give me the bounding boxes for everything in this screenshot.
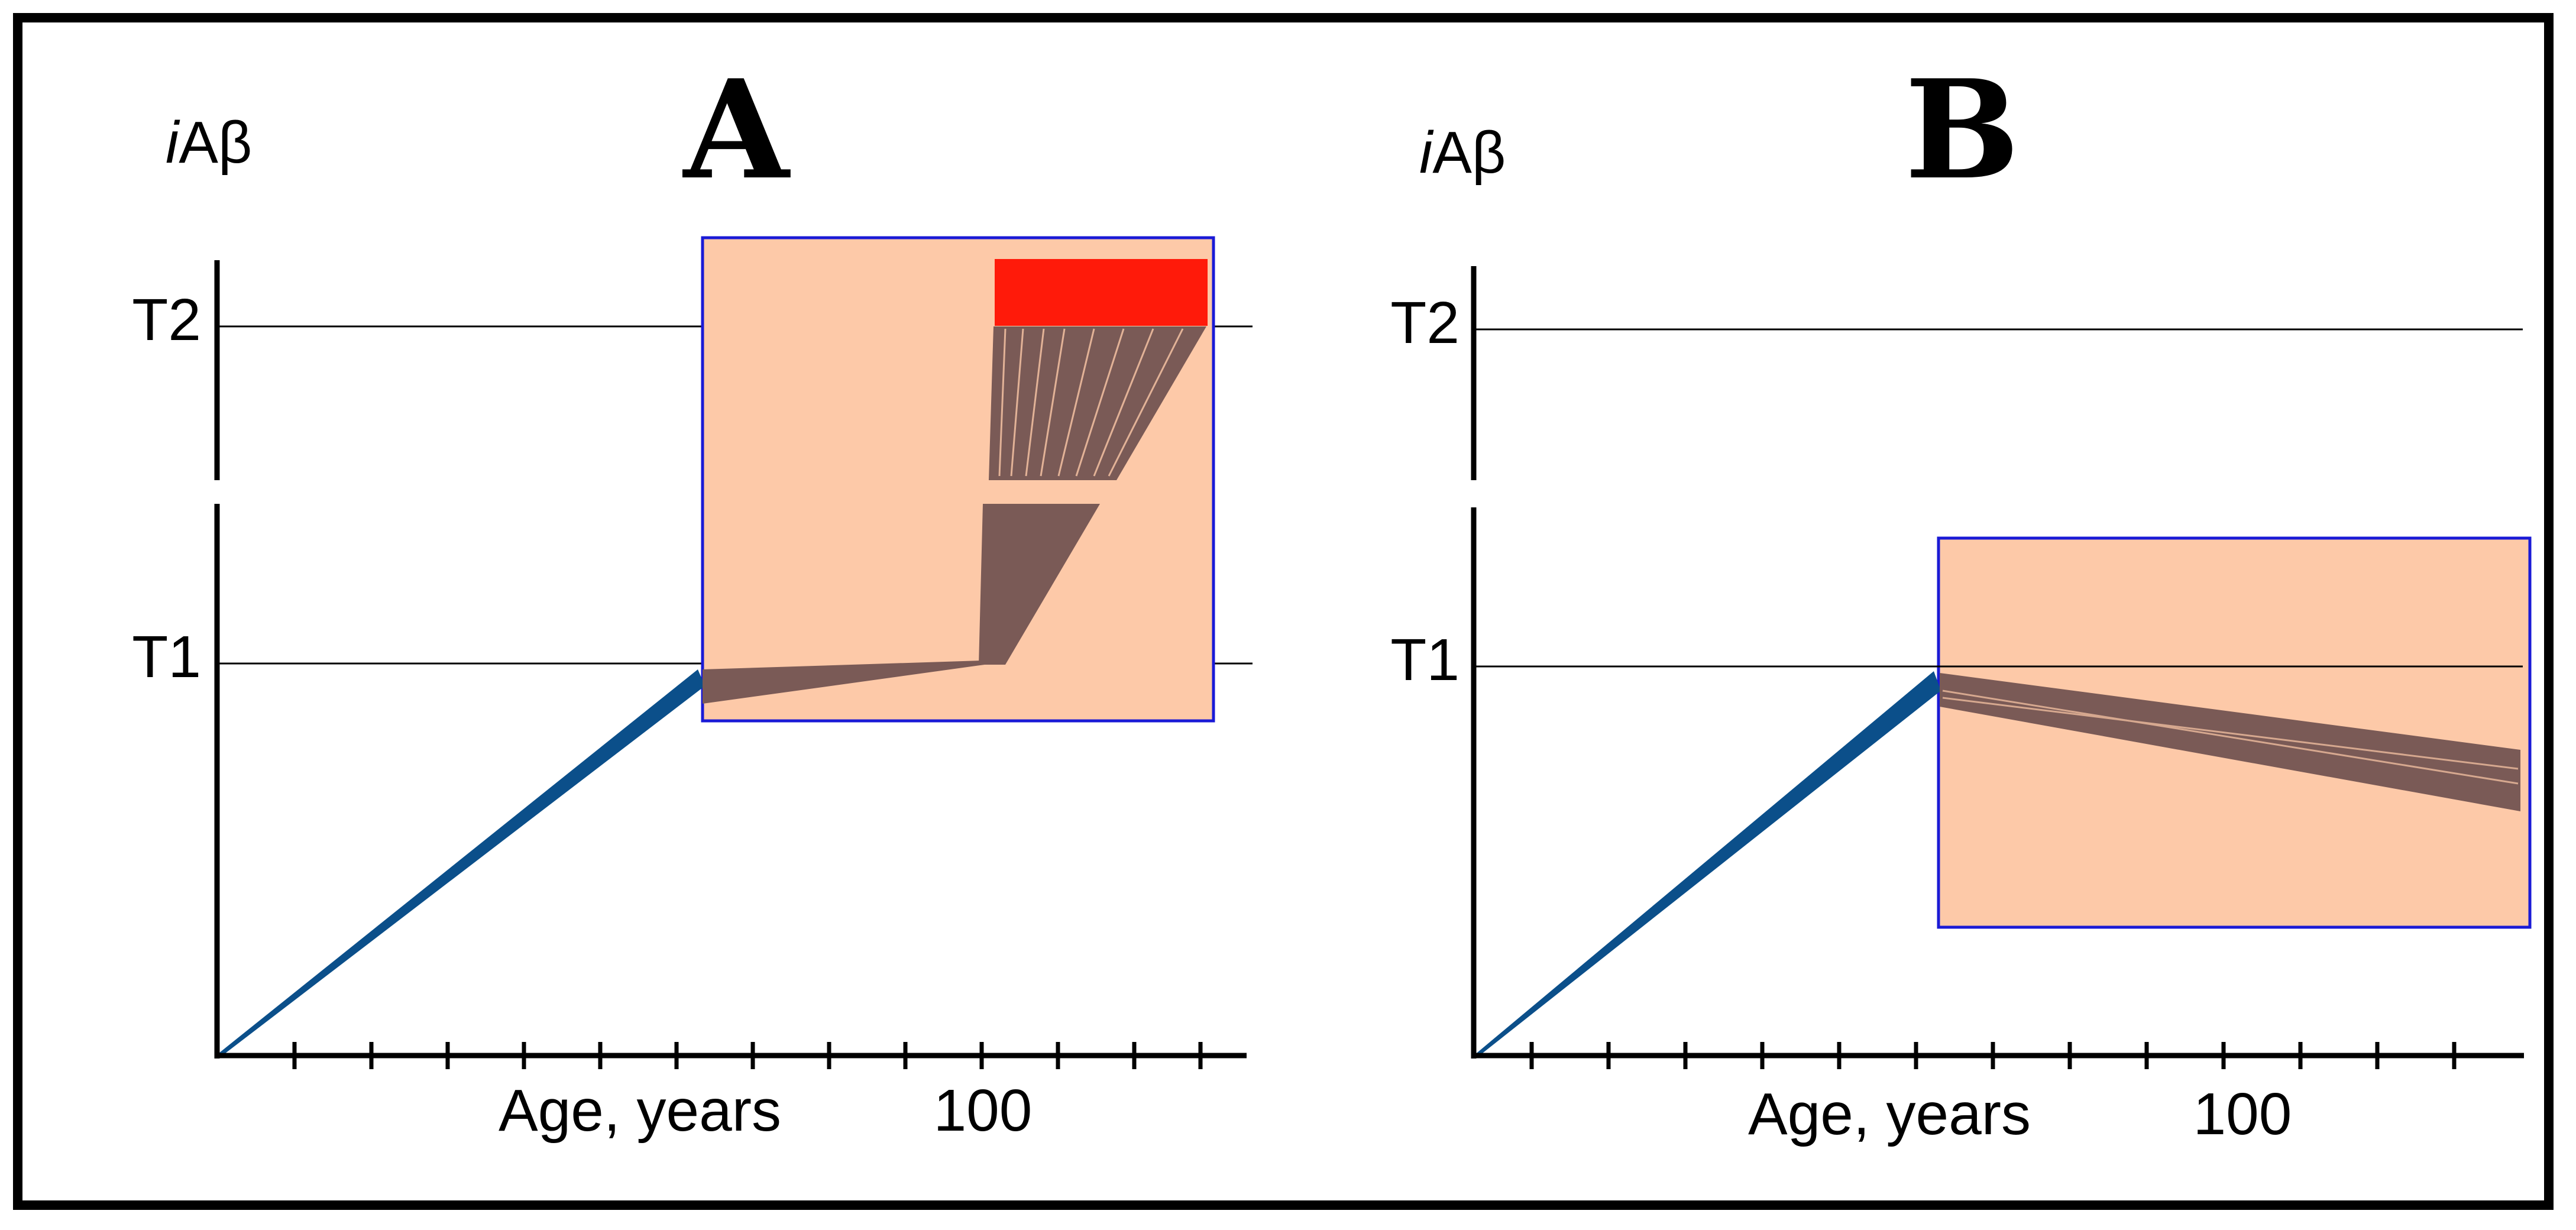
panel-a-lower-fan xyxy=(979,504,1100,665)
panel-b-t1-label: T1 xyxy=(1390,627,1459,693)
panel-b-ylabel-prefix: i xyxy=(1419,119,1434,186)
panel-a-upper-fan xyxy=(989,326,1206,480)
panel-b-x-label: Age, years xyxy=(1748,1081,2031,1147)
panel-b-tick-label: 100 xyxy=(2193,1081,2292,1147)
panel-a-t1-label: T1 xyxy=(132,624,201,690)
panel-a-ylabel-prefix: i xyxy=(166,109,180,176)
panel-b-x-ticks xyxy=(1529,1042,2457,1069)
panel-b-trajectory-band xyxy=(1940,673,2520,811)
panel-b-ascending-wedge xyxy=(1474,671,1941,1057)
panel-b-t2-label: T2 xyxy=(1390,290,1459,356)
panel-a-letter: A xyxy=(682,50,791,210)
panel-a-tick-label: 100 xyxy=(934,1077,1033,1144)
panel-a-ylabel: iAβ xyxy=(166,109,252,176)
panel-b-letter: B xyxy=(1905,50,2020,210)
panel-a-ascending-wedge xyxy=(216,669,705,1057)
panel-a: A iAβ xyxy=(132,50,1253,1144)
panel-a-x-label: Age, years xyxy=(499,1077,781,1144)
panel-a-x-ticks xyxy=(292,1042,1203,1069)
panel-a-t2-label: T2 xyxy=(132,287,201,353)
panel-a-ylabel-main: Aβ xyxy=(179,109,252,176)
panel-b-ylabel-main: Aβ xyxy=(1432,119,1506,186)
panel-a-above-t2-block xyxy=(995,259,1208,326)
panel-b: B iAβ xyxy=(1390,50,2532,1147)
panel-a-trajectory-band xyxy=(703,661,985,704)
panel-b-ylabel: iAβ xyxy=(1419,119,1506,186)
